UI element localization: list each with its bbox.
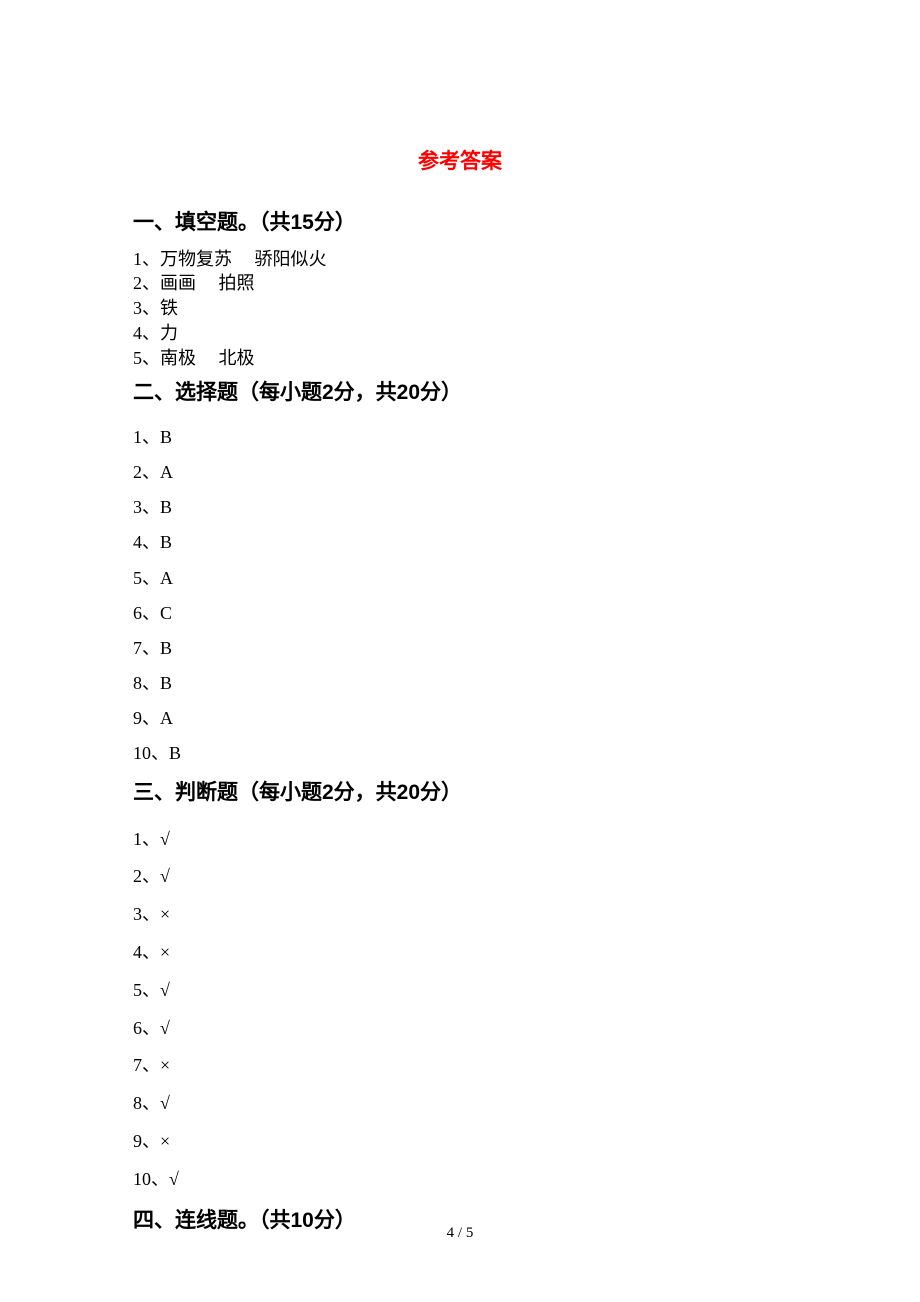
choice-item: 6、C [133, 596, 787, 631]
page-title: 参考答案 [133, 145, 787, 175]
choice-item: 4、B [133, 525, 787, 560]
judge-item: 10、√ [133, 1161, 787, 1199]
choice-item: 8、B [133, 666, 787, 701]
section-heading-judge: 三、判断题（每小题2分，共20分） [133, 777, 787, 809]
section-heading-choice: 二、选择题（每小题2分，共20分） [133, 377, 787, 409]
fill-item: 5、南极 北极 [133, 346, 787, 371]
judge-item: 5、√ [133, 972, 787, 1010]
page-content: 参考答案 一、填空题。（共15分） 1、万物复苏 骄阳似火 2、画画 拍照 3、… [0, 0, 920, 1236]
fill-item: 4、力 [133, 321, 787, 346]
judge-item: 9、× [133, 1123, 787, 1161]
judge-item: 1、√ [133, 821, 787, 859]
choice-item: 9、A [133, 701, 787, 736]
choice-item: 5、A [133, 561, 787, 596]
fill-item: 1、万物复苏 骄阳似火 [133, 247, 787, 272]
page-footer: 4 / 5 [0, 1225, 920, 1242]
judge-item: 8、√ [133, 1085, 787, 1123]
judge-item: 4、× [133, 934, 787, 972]
judge-item: 6、√ [133, 1010, 787, 1048]
choice-item: 3、B [133, 490, 787, 525]
choice-item: 1、B [133, 420, 787, 455]
fill-item: 3、铁 [133, 296, 787, 321]
choice-item: 2、A [133, 455, 787, 490]
section-heading-fill: 一、填空题。（共15分） [133, 207, 787, 239]
choice-item: 7、B [133, 631, 787, 666]
judge-item: 2、√ [133, 858, 787, 896]
fill-item: 2、画画 拍照 [133, 271, 787, 296]
judge-item: 7、× [133, 1047, 787, 1085]
judge-item: 3、× [133, 896, 787, 934]
choice-item: 10、B [133, 736, 787, 771]
